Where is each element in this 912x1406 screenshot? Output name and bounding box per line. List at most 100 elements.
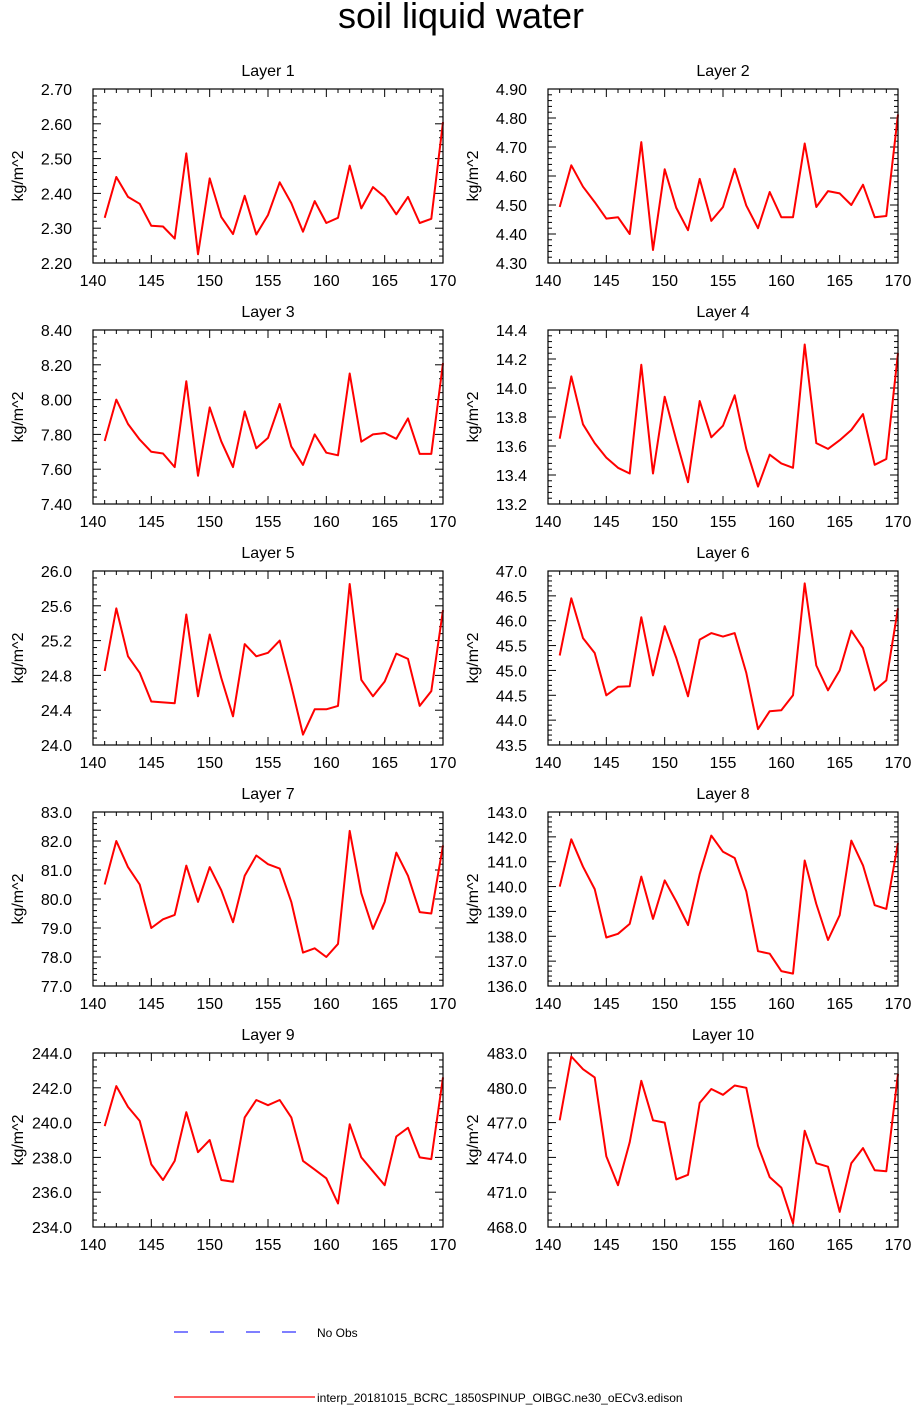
legend-model-label: interp_20181015_BCRC_1850SPINUP_OIBGC.ne… <box>317 1391 683 1405</box>
panels: Layer 1 kg/m^2 140 145 150 155 160 165 170 2.20 2.… <box>10 63 911 1254</box>
x-tick-label: 165 <box>826 996 853 1013</box>
x-tick-label: 140 <box>80 755 107 772</box>
y-tick-label: 7.80 <box>41 427 72 444</box>
x-tick-label: 140 <box>535 996 562 1013</box>
y-tick-label: 44.5 <box>496 688 527 705</box>
plot-frame <box>92 1052 444 1228</box>
panel-title: Layer 10 <box>692 1027 754 1044</box>
x-tick-label: 155 <box>255 273 282 290</box>
y-tick-label: 14.4 <box>496 323 527 340</box>
x-tick-label: 165 <box>371 1237 398 1254</box>
y-tick-label: 24.4 <box>41 703 72 720</box>
x-tick-label: 150 <box>651 755 678 772</box>
x-tick-label: 155 <box>710 1237 737 1254</box>
panel-layer-7: Layer 7 kg/m^2 140 145 150 155 160 165 170 77.0 78… <box>10 786 456 1013</box>
y-axis-label: kg/m^2 <box>465 150 482 201</box>
y-tick-label: 13.2 <box>496 497 527 514</box>
y-tick-label: 4.70 <box>496 140 527 157</box>
y-tick-label: 46.5 <box>496 589 527 606</box>
y-tick-label: 7.60 <box>41 462 72 479</box>
panel-title: Layer 8 <box>696 786 749 803</box>
y-tick-label: 2.20 <box>41 256 72 273</box>
y-tick-label: 138.0 <box>487 929 527 946</box>
x-tick-label: 170 <box>885 755 912 772</box>
y-tick-label: 234.0 <box>32 1220 72 1237</box>
y-axis-label: kg/m^2 <box>10 1114 27 1165</box>
x-tick-label: 165 <box>371 996 398 1013</box>
y-tick-label: 82.0 <box>41 834 72 851</box>
x-tick-label: 140 <box>80 996 107 1013</box>
x-tick-label: 160 <box>768 514 795 531</box>
x-tick-label: 140 <box>80 273 107 290</box>
y-tick-label: 81.0 <box>41 863 72 880</box>
x-tick-label: 160 <box>768 996 795 1013</box>
y-tick-label: 238.0 <box>32 1150 72 1167</box>
x-tick-label: 160 <box>768 273 795 290</box>
plot-frame <box>547 1052 899 1228</box>
y-tick-label: 13.8 <box>496 410 527 427</box>
y-tick-label: 8.40 <box>41 323 72 340</box>
series-line <box>558 834 899 975</box>
y-tick-label: 137.0 <box>487 954 527 971</box>
series-line <box>558 343 899 488</box>
x-tick-label: 145 <box>593 755 620 772</box>
panel-layer-3: Layer 3 kg/m^2 140 145 150 155 160 165 170 7.40 7.… <box>10 304 456 531</box>
plot-frame <box>92 570 444 746</box>
y-tick-label: 24.0 <box>41 738 72 755</box>
x-tick-label: 160 <box>313 996 340 1013</box>
y-tick-label: 4.90 <box>496 82 527 99</box>
y-tick-label: 47.0 <box>496 564 527 581</box>
x-tick-label: 150 <box>196 755 223 772</box>
y-tick-label: 2.50 <box>41 152 72 169</box>
y-tick-label: 480.0 <box>487 1081 527 1098</box>
y-axis-label: kg/m^2 <box>465 632 482 683</box>
x-tick-label: 145 <box>138 996 165 1013</box>
x-tick-label: 160 <box>313 1237 340 1254</box>
x-tick-label: 170 <box>430 1237 457 1254</box>
y-axis-label: kg/m^2 <box>10 873 27 924</box>
y-tick-label: 24.8 <box>41 668 72 685</box>
y-tick-label: 14.2 <box>496 352 527 369</box>
x-tick-label: 170 <box>885 1237 912 1254</box>
x-tick-label: 150 <box>651 273 678 290</box>
y-tick-label: 136.0 <box>487 979 527 996</box>
panel-layer-2: Layer 2 kg/m^2 140 145 150 155 160 165 170 4.30 4.… <box>465 63 911 290</box>
legend: No Obs interp_20181015_BCRC_1850SPINUP_O… <box>174 1326 683 1405</box>
x-tick-label: 155 <box>255 755 282 772</box>
y-tick-label: 45.5 <box>496 639 527 656</box>
y-tick-label: 2.40 <box>41 186 72 203</box>
x-tick-label: 170 <box>430 755 457 772</box>
y-tick-label: 236.0 <box>32 1185 72 1202</box>
x-tick-label: 155 <box>710 273 737 290</box>
y-axis-label: kg/m^2 <box>10 391 27 442</box>
panel-title: Layer 6 <box>696 545 749 562</box>
y-tick-label: 80.0 <box>41 892 72 909</box>
panel-layer-5: Layer 5 kg/m^2 140 145 150 155 160 165 170 24.0 24… <box>10 545 456 772</box>
y-tick-label: 143.0 <box>487 805 527 822</box>
y-tick-label: 26.0 <box>41 564 72 581</box>
series-line <box>103 121 444 256</box>
x-tick-label: 140 <box>535 755 562 772</box>
y-tick-label: 4.50 <box>496 198 527 215</box>
panel-layer-8: Layer 8 kg/m^2 140 145 150 155 160 165 170 136.0 1… <box>465 786 911 1013</box>
y-tick-label: 242.0 <box>32 1081 72 1098</box>
series-line <box>103 583 444 736</box>
panel-title: Layer 2 <box>696 63 749 80</box>
y-tick-label: 83.0 <box>41 805 72 822</box>
x-tick-label: 170 <box>885 514 912 531</box>
x-tick-label: 170 <box>885 273 912 290</box>
x-tick-label: 150 <box>196 1237 223 1254</box>
y-tick-label: 477.0 <box>487 1116 527 1133</box>
panel-layer-10: Layer 10 kg/m^2 140 145 150 155 160 165 170 468.0… <box>465 1027 911 1254</box>
y-tick-label: 79.0 <box>41 921 72 938</box>
x-tick-label: 140 <box>80 1237 107 1254</box>
y-tick-label: 142.0 <box>487 830 527 847</box>
x-tick-label: 150 <box>651 514 678 531</box>
panel-title: Layer 5 <box>241 545 294 562</box>
x-tick-label: 145 <box>138 514 165 531</box>
series-line <box>558 582 899 731</box>
x-tick-label: 150 <box>651 1237 678 1254</box>
y-axis-label: kg/m^2 <box>10 150 27 201</box>
series-line <box>558 114 899 251</box>
y-tick-label: 46.0 <box>496 614 527 631</box>
